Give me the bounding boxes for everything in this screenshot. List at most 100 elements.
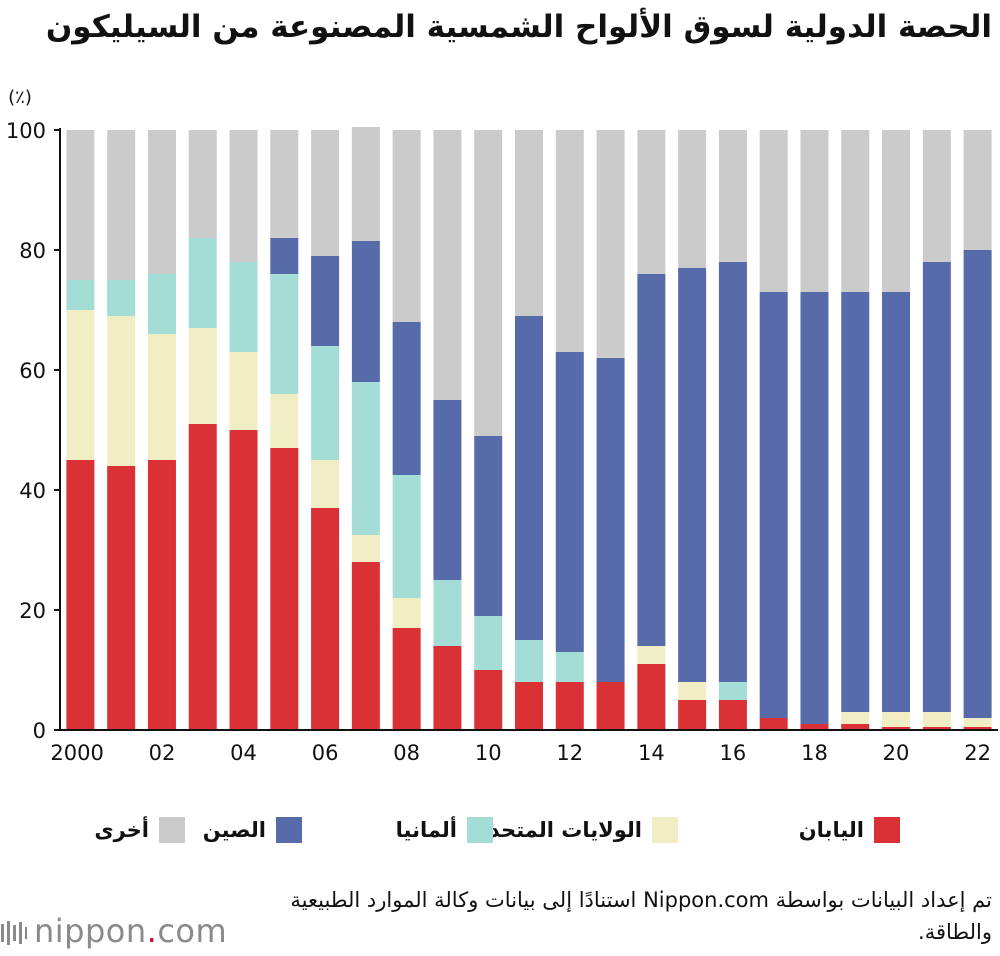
bar-japan-2008 (392, 628, 421, 730)
bar-germany-2011 (515, 640, 543, 682)
y-tick-label-80: 80 (19, 239, 46, 263)
y-tick-label-20: 20 (19, 599, 46, 623)
x-tick-label-2012: 12 (556, 741, 583, 765)
bar-usa-2007 (351, 535, 380, 562)
bar-japan-2018 (800, 724, 829, 730)
bars (66, 127, 992, 730)
bar-germany-2010 (474, 616, 503, 670)
y-tick-label-0: 0 (33, 719, 46, 743)
bar-china-2010 (474, 436, 503, 616)
y-tick-label-60: 60 (19, 359, 46, 383)
bar-china-2022 (963, 250, 992, 718)
legend-label-china: الصين (202, 818, 266, 842)
bar-china-2006 (311, 256, 340, 346)
bar-japan-2004 (229, 430, 258, 730)
x-tick-label-2010: 10 (475, 741, 502, 765)
bar-usa-2022 (963, 718, 992, 727)
bar-germany-2006 (311, 346, 340, 460)
bar-china-2015 (678, 268, 707, 682)
bar-usa-2006 (311, 460, 340, 508)
bar-japan-2022 (963, 727, 992, 730)
logo-dot: . (146, 912, 158, 950)
legend-swatch-germany (467, 817, 493, 843)
x-tick-label-2006: 06 (312, 741, 339, 765)
nippon-logo-icon (1, 921, 27, 945)
bar-usa-2001 (107, 316, 136, 466)
x-tick-label-2004: 04 (230, 741, 257, 765)
bar-germany-2007 (351, 382, 380, 535)
bar-japan-2021 (922, 727, 951, 730)
bar-china-2014 (637, 274, 666, 646)
bar-other-2017 (759, 130, 788, 292)
bar-other-2014 (637, 130, 666, 274)
bar-china-2011 (515, 316, 543, 640)
bar-other-2013 (596, 130, 625, 358)
bar-usa-2019 (841, 712, 870, 724)
bar-japan-2003 (188, 424, 217, 730)
bar-other-2001 (107, 130, 136, 280)
bar-china-2019 (841, 292, 870, 712)
bar-japan-2006 (311, 508, 340, 730)
bar-china-2005 (270, 238, 299, 274)
bar-other-2006 (311, 130, 340, 256)
bar-other-2022 (963, 130, 992, 250)
bar-japan-2016 (718, 700, 747, 730)
legend-swatch-china (276, 817, 302, 843)
bar-other-2009 (433, 130, 462, 400)
bar-usa-2005 (270, 394, 299, 448)
bar-china-2008 (392, 322, 421, 475)
y-axis-unit-label: (٪) (8, 87, 32, 108)
bar-china-2016 (718, 262, 747, 682)
legend: اليابان الولايات المتحدة ألمانيا الصين أخرى (0, 810, 1000, 850)
x-tick-label-2014: 14 (638, 741, 665, 765)
bar-usa-2002 (147, 334, 176, 460)
bar-other-2002 (147, 130, 176, 274)
bar-china-2009 (433, 400, 462, 580)
bar-japan-2011 (515, 682, 543, 730)
bar-china-2012 (555, 352, 584, 652)
legend-label-germany: ألمانيا (395, 818, 457, 842)
bar-china-2017 (759, 292, 788, 718)
chart-title: الحصة الدولية لسوق الألواح الشمسية المصن… (45, 9, 992, 45)
bar-usa-2015 (678, 682, 707, 700)
x-tick-label-2018: 18 (801, 741, 828, 765)
bar-germany-2012 (555, 652, 584, 682)
bar-germany-2002 (147, 274, 176, 334)
bar-usa-2020 (882, 712, 911, 727)
bar-japan-2002 (147, 460, 176, 730)
bar-germany-2001 (107, 280, 136, 316)
legend-swatch-other (159, 817, 185, 843)
bar-japan-2019 (841, 724, 870, 730)
bar-china-2021 (922, 262, 951, 712)
axes: 0 20 40 60 80 100 2000 02 04 06 08 10 12 14 16 18 20 22 (6, 119, 998, 765)
stacked-bar-chart: 0 20 40 60 80 100 2000 02 04 06 08 10 12 14 16 18 20 22 (… (6, 87, 998, 765)
bar-other-2003 (188, 130, 217, 238)
x-tick-label-2008: 08 (393, 741, 420, 765)
logo-name: nippon (34, 912, 147, 950)
bar-germany-2003 (188, 238, 217, 328)
legend-swatch-japan (874, 817, 900, 843)
legend-label-japan: اليابان (798, 818, 864, 842)
bar-other-2015 (678, 130, 707, 268)
bar-japan-2000 (66, 460, 95, 730)
bar-germany-2016 (718, 682, 747, 700)
legend-item-japan: اليابان (799, 810, 900, 850)
bar-usa-2021 (922, 712, 951, 727)
bar-other-2000 (66, 130, 95, 280)
bar-other-2018 (800, 130, 829, 292)
bar-japan-2020 (882, 727, 911, 730)
nippon-logo: nippon.com (0, 912, 227, 950)
bar-other-2004 (229, 130, 258, 262)
bar-china-2007 (351, 241, 380, 382)
bar-japan-2012 (555, 682, 584, 730)
bar-other-2010 (474, 130, 503, 436)
legend-item-china: الصين (203, 810, 302, 850)
bar-japan-2013 (596, 682, 625, 730)
bar-china-2013 (596, 358, 625, 682)
bar-other-2021 (922, 130, 951, 262)
x-tick-label-2016: 16 (720, 741, 747, 765)
bar-germany-2004 (229, 262, 258, 352)
bar-china-2020 (882, 292, 911, 712)
bar-germany-2009 (433, 580, 462, 646)
source-note: تم إعداد البيانات بواسطة Nippon.com استن… (290, 888, 992, 944)
